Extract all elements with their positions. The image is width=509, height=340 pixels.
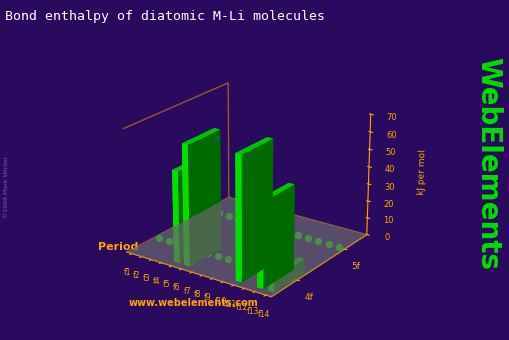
Text: WebElements: WebElements — [473, 57, 501, 270]
Text: Period: Period — [98, 242, 138, 252]
Text: www.webelements.com: www.webelements.com — [129, 298, 258, 308]
Text: ©1998 Mark Winter: ©1998 Mark Winter — [4, 156, 9, 218]
Text: Bond enthalpy of diatomic M-Li molecules: Bond enthalpy of diatomic M-Li molecules — [5, 10, 324, 23]
